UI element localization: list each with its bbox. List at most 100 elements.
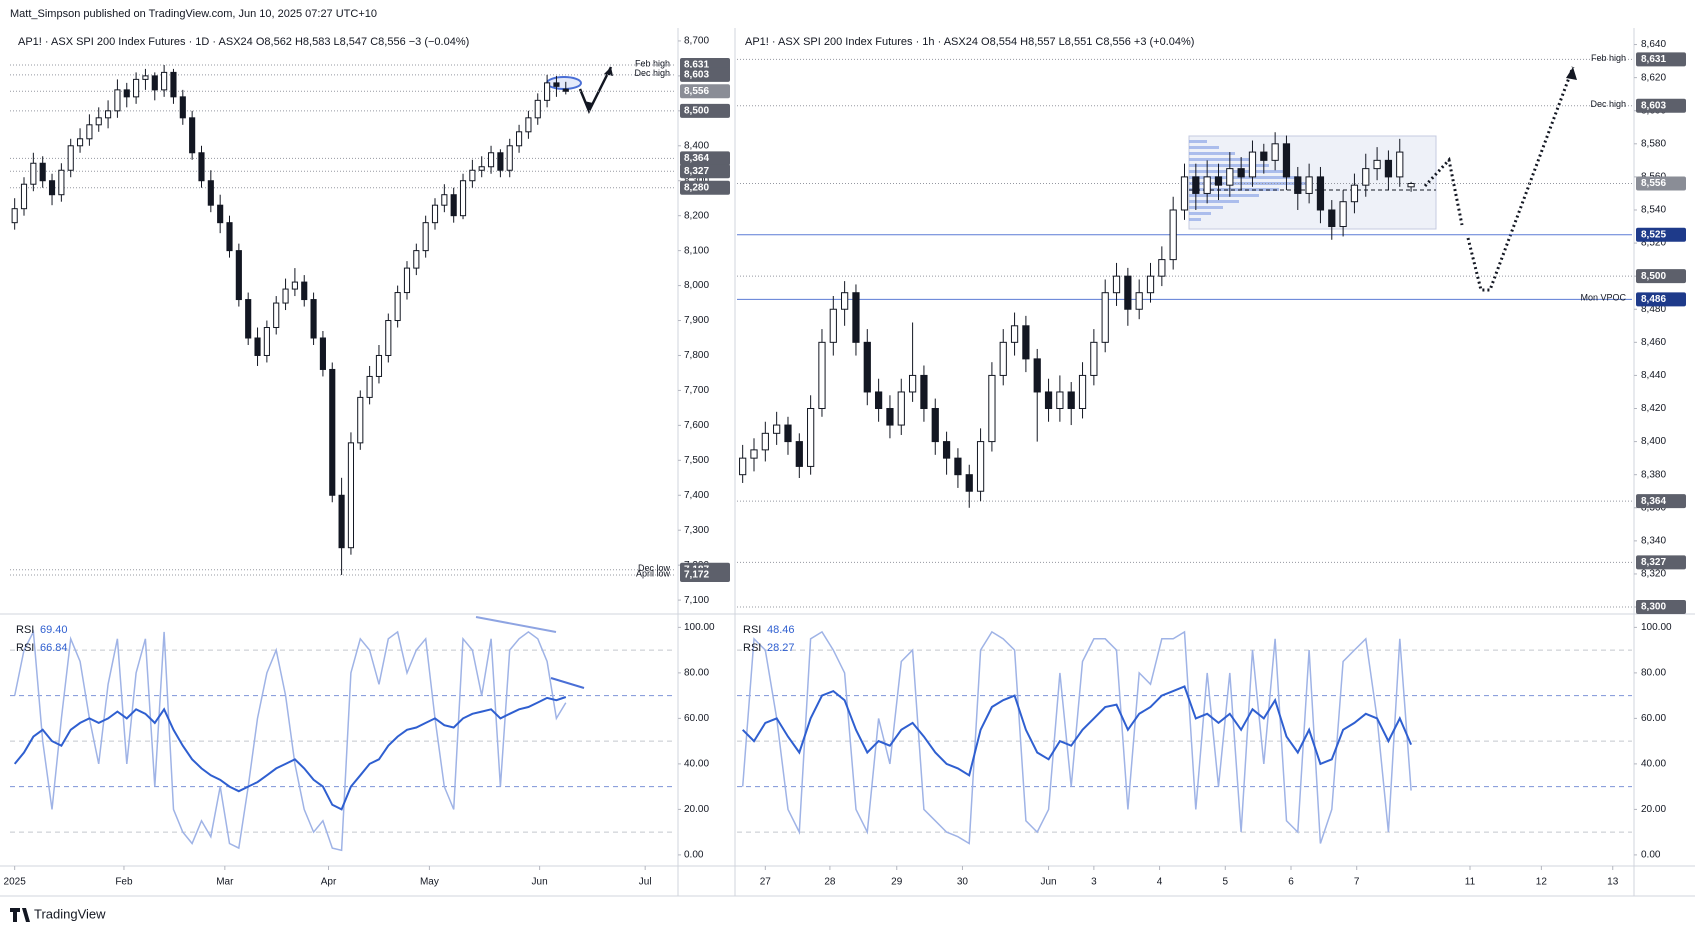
candle-body [897, 391, 905, 426]
candle-body [1101, 292, 1109, 343]
candle-body [761, 432, 769, 451]
legend-name: RSI [16, 624, 34, 636]
x-tick-label: 13 [1607, 877, 1619, 888]
candle-body [207, 180, 214, 206]
y-tick-label: 40.00 [1641, 759, 1666, 770]
price-pane: 8,3008,3208,3408,3608,3808,4008,4208,440… [737, 36, 1686, 615]
candle-body [263, 327, 270, 356]
candle-body [784, 424, 792, 443]
price-label: 8,364 [1641, 496, 1666, 507]
candle-body [553, 82, 560, 87]
candle-body [852, 292, 860, 343]
x-tick-label: 28 [824, 877, 836, 888]
candle-body [217, 204, 224, 224]
legend-name: RSI [743, 624, 761, 636]
candle-body [151, 75, 158, 91]
candle-body [385, 320, 392, 356]
price-label-box [1636, 98, 1686, 113]
candle-body [413, 250, 420, 269]
level-name: Mon VPOC [1580, 293, 1626, 303]
candle-body [874, 391, 883, 410]
candle-body [1362, 168, 1370, 186]
y-tick-label: 20.00 [1641, 804, 1666, 815]
chart-heading: AP1! · ASX SPI 200 Index Futures · 1D · … [18, 36, 469, 48]
projection-path [1423, 156, 1464, 226]
x-tick-label: 12 [1536, 877, 1548, 888]
candle-body [375, 354, 383, 377]
candle-body [506, 145, 513, 171]
x-tick-label: Apr [321, 877, 337, 888]
price-label-box [1636, 269, 1686, 284]
rsi-line [741, 685, 1413, 777]
candle-body [170, 71, 177, 98]
price-label-box [680, 84, 730, 99]
candle-body [1022, 325, 1030, 360]
price-label: 8,486 [1641, 294, 1666, 305]
y-tick-label: 8,400 [684, 140, 709, 151]
y-tick-label: 100.00 [684, 622, 715, 633]
highlight-ellipse [546, 76, 582, 90]
y-tick-label: 7,300 [684, 525, 709, 536]
price-label: 8,300 [1641, 602, 1666, 613]
rsi-line [13, 696, 567, 811]
level-name: Dec low [638, 563, 671, 573]
candle-body [807, 408, 815, 467]
candle-body [357, 396, 364, 444]
candle-body [478, 166, 485, 171]
candle-body [1407, 183, 1415, 188]
candle-body [1271, 143, 1279, 161]
y-tick-label: 8,400 [1641, 436, 1666, 447]
price-label-box [680, 567, 730, 582]
legend-value: 48.46 [767, 624, 795, 636]
legend-value: 69.40 [40, 624, 68, 636]
candle-body [198, 152, 205, 182]
level-name: April low [636, 568, 671, 578]
legend-name: RSI [743, 642, 761, 654]
y-tick-label: 7,400 [684, 490, 709, 501]
candle-body [30, 162, 37, 185]
x-tick-label: 30 [957, 877, 969, 888]
candle-body [1044, 391, 1053, 410]
candle-body [282, 288, 289, 304]
candle-body [1339, 201, 1347, 228]
candle-body [291, 281, 298, 290]
price-pane: 7,1007,2007,3007,4007,5007,6007,7007,800… [10, 36, 730, 606]
y-tick-label: 7,700 [684, 385, 709, 396]
candle-body [1169, 209, 1177, 261]
price-label-box [680, 151, 730, 166]
candle-body [1180, 176, 1189, 211]
y-tick-label: 8,380 [1641, 469, 1666, 480]
price-label-box [1636, 176, 1686, 191]
candle-body [525, 117, 532, 133]
price-label-box [680, 67, 730, 82]
candle-body [1237, 168, 1245, 178]
y-tick-label: 80.00 [1641, 668, 1666, 679]
candle-body [1010, 325, 1019, 343]
candle-body [562, 88, 569, 92]
candle-body [516, 131, 523, 147]
level-name: Feb high [1591, 53, 1626, 63]
candle-body [829, 308, 837, 343]
candle-body [908, 374, 917, 393]
price-label-box [1636, 494, 1686, 509]
candle-body [1373, 159, 1381, 170]
price-label-box [1636, 227, 1686, 242]
x-tick-label: 4 [1157, 877, 1163, 888]
candle-body [1056, 391, 1064, 410]
price-axis: 0.00 20.00 40.00 60.00 80.00 100.00 [678, 622, 715, 861]
candle-body [1248, 151, 1257, 178]
price-label-box [1636, 555, 1686, 570]
x-tick-label: 7 [1354, 877, 1360, 888]
candle-body [366, 375, 373, 398]
y-tick-label: 8,420 [1641, 403, 1666, 414]
candle-body [459, 180, 467, 217]
candle-body [142, 75, 149, 80]
candle-body [431, 204, 439, 224]
y-tick-label: 7,800 [684, 350, 709, 361]
y-tick-label: 8,320 [1641, 569, 1666, 580]
price-label: 8,327 [1641, 557, 1666, 568]
candle-body [310, 299, 317, 339]
price-label: 8,556 [1641, 178, 1666, 189]
frames [0, 28, 1695, 897]
